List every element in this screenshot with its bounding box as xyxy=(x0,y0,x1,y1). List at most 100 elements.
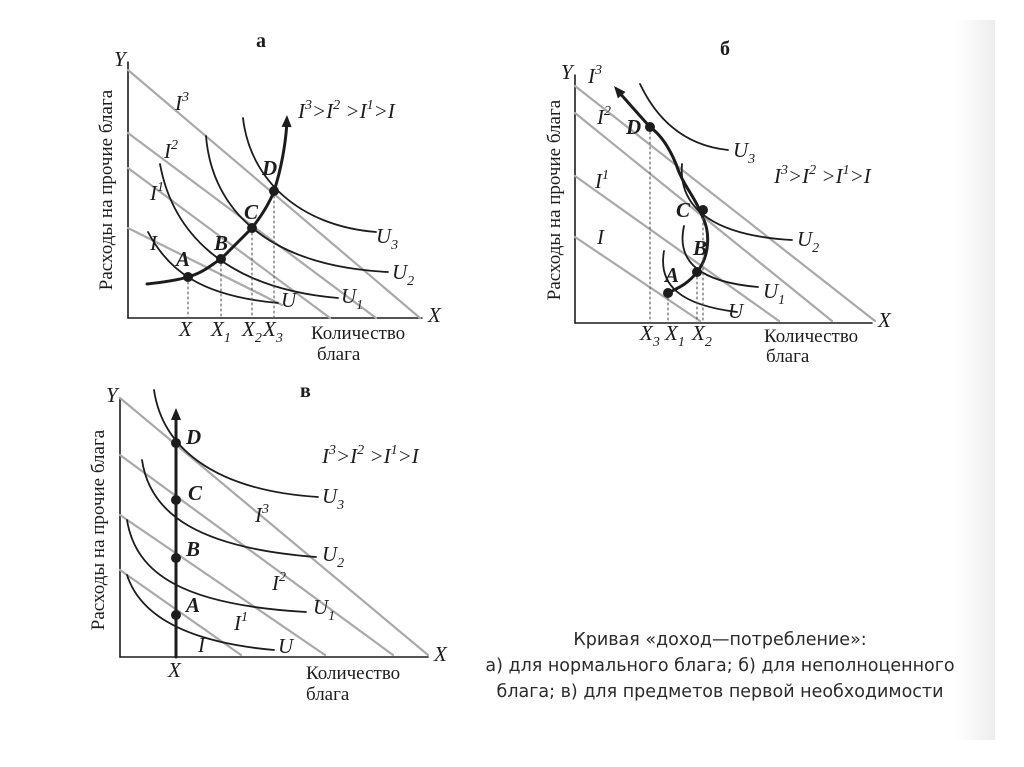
panel-a-point-label-d-text: D xyxy=(261,156,277,180)
panel-b-budget-label-1-sup: 1 xyxy=(602,168,609,183)
panel-b-curve-label-0: U xyxy=(728,299,745,323)
panel-b-income-order-part: I xyxy=(801,164,810,188)
panel-c-indifference-curve-u3 xyxy=(153,389,319,498)
panel-c-y-axis-symbol-text: Y xyxy=(106,383,120,407)
panel-a-curve-label-3-sub: 3 xyxy=(390,238,398,253)
panel-c-income-order-part: I xyxy=(383,444,392,468)
caption-title: Кривая «доход—потребление»: xyxy=(573,630,867,650)
panel-a-x-tick-1-text: X xyxy=(210,317,225,341)
panel-b-income-order-sup: 3 xyxy=(780,163,788,178)
panel-a-curve-label-0: U xyxy=(281,288,298,312)
panel-b-point-label-c: C xyxy=(676,198,691,222)
panel-c-indifference-curve-u xyxy=(126,574,275,651)
panel-b-point-label-b-text: B xyxy=(692,236,707,260)
panel-a-curve-label-2-text: U xyxy=(392,260,409,284)
panel-c-point-label-a-text: A xyxy=(184,593,200,617)
panel-a-budget-label-2-sup: 2 xyxy=(171,138,178,153)
panel-a-curve-label-2: U2 xyxy=(392,260,414,289)
panel-a-income-order-part: I xyxy=(297,99,306,123)
panel-c-income-order-part: I xyxy=(349,444,358,468)
panel-a-income-order-sup: 2 xyxy=(333,98,340,113)
panel-c-y-axis-title: Расходы на прочие блага xyxy=(88,429,109,630)
page-edge-shadow xyxy=(955,20,995,740)
panel-c-curve-label-3: U3 xyxy=(322,484,344,513)
panel-b-budget-label-3-text: I xyxy=(587,64,596,88)
panel-b-point-label-c-text: C xyxy=(676,198,691,222)
panel-b-budget-label-2-sup: 2 xyxy=(604,104,611,119)
figure-caption: Кривая «доход—потребление»: а) для норма… xyxy=(470,627,970,705)
panel-c-budget-label-0: I xyxy=(197,633,206,657)
panel-a-budget-label-3-text: I xyxy=(174,91,183,115)
panel-a-income-order-part: >I xyxy=(374,99,396,123)
panel-b-budget-line-1 xyxy=(573,174,781,323)
panel-b-income-order-part: > xyxy=(816,164,835,188)
panel-b-budget-line-3 xyxy=(573,84,877,323)
panel-b-curve-arrow xyxy=(614,86,626,99)
panel-c-point-label-a: A xyxy=(184,593,200,617)
panel-c-budget-label-2-sup: 2 xyxy=(279,570,286,585)
panel-c-budget-label-1: I1 xyxy=(233,610,248,635)
panel-c-income-order: I3>I2 >I1>I xyxy=(321,443,420,468)
panel-c-curve-label-2-sub: 2 xyxy=(337,556,344,571)
panel-a-budget-label-2-text: I xyxy=(163,139,172,163)
panel-a-x-tick-3-text: X xyxy=(262,317,277,341)
panel-a-point-a xyxy=(183,272,193,282)
panel-a-income-order: I3>I2 >I1>I xyxy=(297,98,396,123)
panel-a-x-tick-0-text: X xyxy=(178,317,193,341)
panel-a-curve-label-2-sub: 2 xyxy=(407,274,414,289)
panel-c-curve-label-2: U2 xyxy=(322,542,344,571)
panel-c-y-axis-symbol: Y xyxy=(106,383,120,407)
panel-b-y-axis-symbol: Y xyxy=(561,60,575,84)
panel-b-budget-label-2-text: I xyxy=(596,105,605,129)
panel-a-point-c xyxy=(247,223,257,233)
panel-c-indifference-curve-u2 xyxy=(141,459,317,558)
panel-b-x-tick-2-sub: 2 xyxy=(705,335,712,350)
panel-b-income-order-part: >I xyxy=(850,164,872,188)
panel-c-income-order-part: I xyxy=(321,444,330,468)
panel-a-curve-label-1-sub: 1 xyxy=(356,298,363,313)
panel-b-budget-label-3-sup: 3 xyxy=(594,63,602,78)
panel-b-x-axis-symbol-text: X xyxy=(877,308,892,332)
panel-b-indifference-curve-u3 xyxy=(639,83,729,151)
panel-a-x-tick-3-sub: 3 xyxy=(275,331,283,346)
panel-c-income-order-part: > xyxy=(336,444,350,468)
panel-c-x-tick-0-text: X xyxy=(167,658,182,682)
panel-c-point-a xyxy=(171,610,181,620)
panel-a-indifference-curve-u2 xyxy=(205,135,389,273)
panel-a-budget-label-3-sup: 3 xyxy=(181,90,189,105)
panel-a-x-tick-2: X2 xyxy=(241,317,262,346)
panel-c-point-d xyxy=(171,438,181,448)
panel-a-point-label-b-text: B xyxy=(213,231,228,255)
panel-c-point-c xyxy=(171,495,181,505)
panel-c-budget-line-2 xyxy=(118,453,395,657)
panel-c-budget-label-3-text: I xyxy=(254,503,263,527)
panel-a-curve-label-1-text: U xyxy=(341,284,358,308)
panel-c-curve-label-1-sub: 1 xyxy=(328,609,335,624)
panel-b-point-d xyxy=(645,122,655,132)
panel-a-x-tick-1-sub: 1 xyxy=(224,331,231,346)
panel-c-budget-label-2-text: I xyxy=(271,571,280,595)
panel-b-point-label-d: D xyxy=(625,115,641,139)
panel-c-x-axis-title-line2: блага xyxy=(306,684,350,705)
panel-a-budget-label-0-text: I xyxy=(149,231,158,255)
panel-b-x-tick-0-sub: 3 xyxy=(652,335,660,350)
panel-c-curve-label-3-sub: 3 xyxy=(336,498,344,513)
panel-a-curve-arrow xyxy=(281,115,292,128)
panel-c-budget-line-1 xyxy=(118,513,327,657)
panel-a-point-b xyxy=(216,254,226,264)
panel-a-point-label-a-text: A xyxy=(174,247,190,271)
panel-c-budget-line-0 xyxy=(118,568,243,657)
panel-a-curve-label-3: U3 xyxy=(376,224,398,253)
panel-c-budget-label-0-text: I xyxy=(197,633,206,657)
panel-b-point-a xyxy=(663,288,673,298)
panel-b-budget-label-0: I xyxy=(596,225,605,249)
panel-a-x-tick-2-sub: 2 xyxy=(255,331,262,346)
panel-b-income-order-sup: 1 xyxy=(843,163,850,178)
panel-a-point-label-b: B xyxy=(213,231,228,255)
panel-a-point-label-a: A xyxy=(174,247,190,271)
panel-c-point-label-c-text: C xyxy=(188,481,203,505)
panel-a-income-order-part: I xyxy=(359,99,368,123)
panel-a-x-axis-symbol: X xyxy=(427,303,442,327)
panel-c-point-label-d: D xyxy=(185,425,201,449)
